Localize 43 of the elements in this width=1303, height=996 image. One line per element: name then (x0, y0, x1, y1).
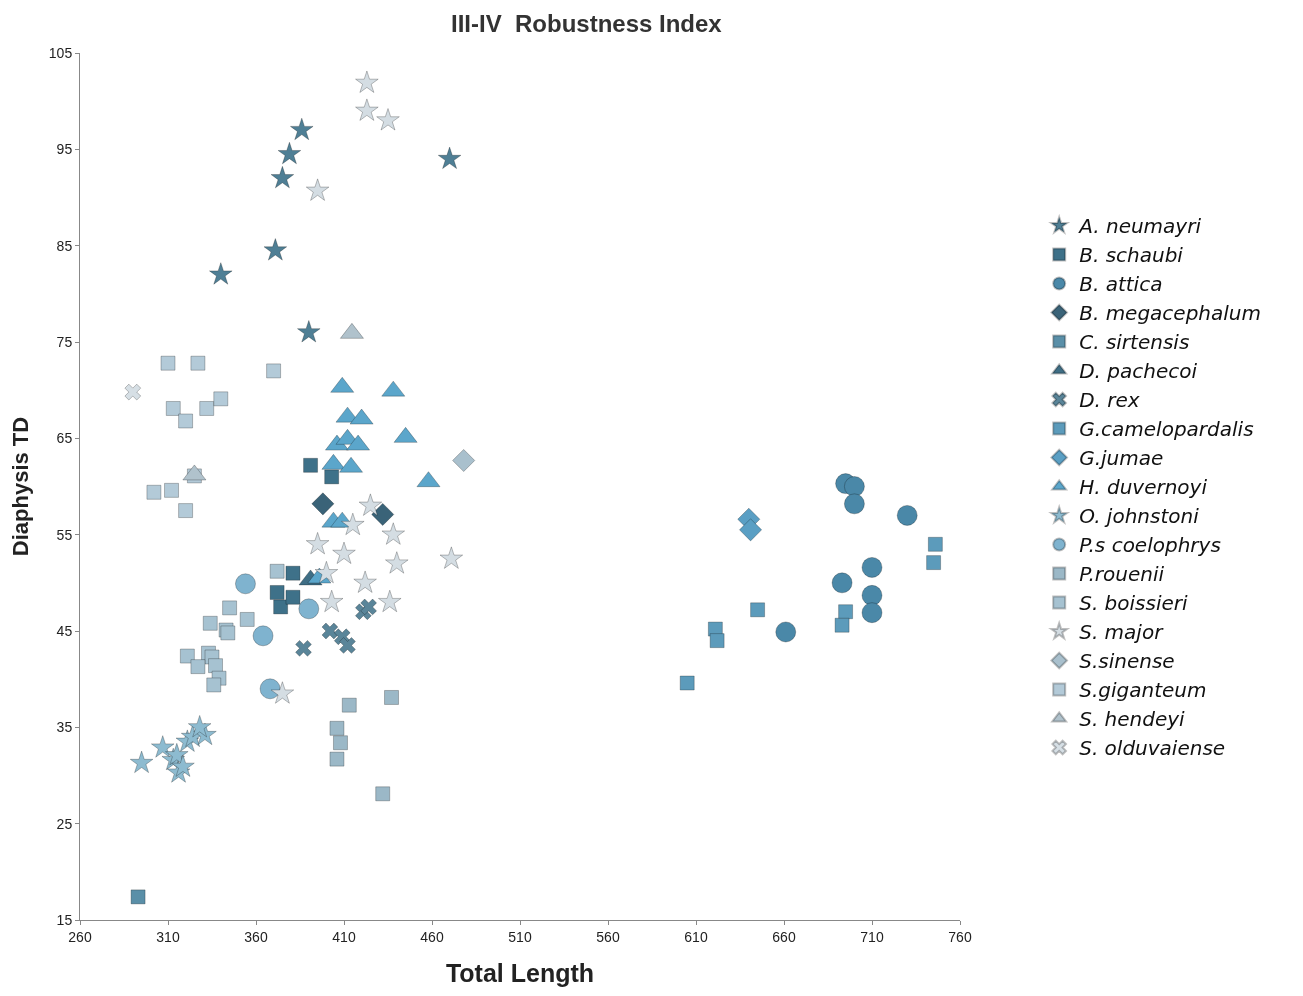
y-tick-label: 55 (56, 526, 73, 543)
y-tick-label: 85 (56, 237, 73, 254)
legend-label: G.camelopardalis (1079, 417, 1254, 442)
x-tick-label: 710 (860, 928, 884, 945)
y-tick-label: 35 (56, 719, 73, 736)
y-tick-label: 45 (56, 622, 73, 639)
chart-title: III-IV Robustness Index (450, 9, 723, 37)
y-tick-label: 15 (56, 911, 73, 928)
x-tick-label: 610 (684, 928, 708, 945)
legend-label: S. major (1079, 620, 1165, 645)
legend-label: B. attica (1079, 272, 1163, 297)
legend-label: A. neumayri (1077, 214, 1202, 239)
y-tick-label: 105 (48, 44, 73, 61)
x-tick-label: 410 (332, 928, 356, 945)
legend-label: C. sirtensis (1079, 330, 1190, 355)
y-tick-label: 65 (56, 430, 73, 447)
legend-label: S.sinense (1079, 649, 1175, 674)
x-axis-title: Total Length (445, 958, 595, 987)
legend-label: B. schaubi (1079, 243, 1184, 268)
legend-label: S.giganteum (1079, 678, 1207, 703)
legend-label: S. boissieri (1079, 591, 1189, 616)
y-tick-label: 25 (56, 815, 73, 832)
y-axis-title: Diaphysis TD (7, 416, 33, 557)
x-tick-label: 560 (596, 928, 620, 945)
legend-label: G.jumae (1079, 446, 1164, 471)
legend-label: H. duvernoyi (1079, 475, 1208, 500)
legend-label: P.s coelophrys (1079, 533, 1221, 558)
legend-label: D. rex (1079, 388, 1140, 413)
x-tick-label: 510 (508, 928, 532, 945)
x-tick-label: 460 (420, 928, 444, 945)
x-tick-label: 310 (156, 928, 180, 945)
y-tick-label: 75 (56, 333, 73, 350)
y-tick-label: 95 (56, 141, 73, 158)
legend-label: P.rouenii (1079, 562, 1165, 587)
x-tick-label: 660 (772, 928, 796, 945)
x-tick-label: 760 (948, 928, 972, 945)
legend-label: B. megacephalum (1079, 301, 1262, 326)
x-tick-label: 360 (244, 928, 268, 945)
x-tick-label: 260 (68, 928, 92, 945)
legend-label: O. johnstoni (1079, 504, 1200, 529)
legend-label: S. olduvaiense (1079, 736, 1226, 761)
legend-label: D. pachecoi (1079, 359, 1198, 384)
legend-label: S. hendeyi (1079, 707, 1186, 732)
